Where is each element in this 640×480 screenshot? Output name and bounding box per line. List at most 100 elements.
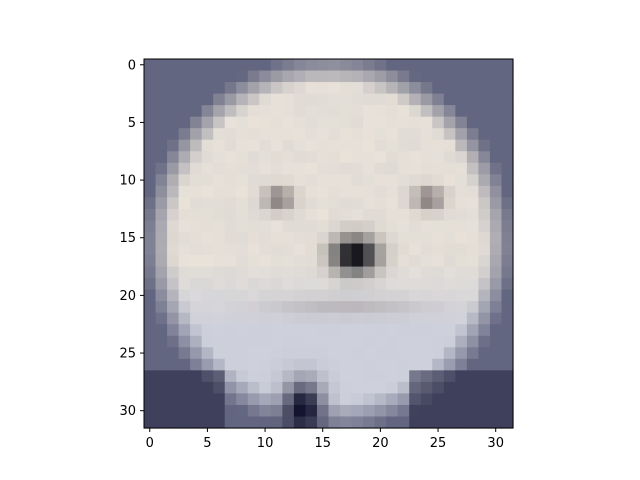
pixel <box>374 139 387 152</box>
pixel <box>282 358 295 371</box>
pixel <box>213 393 226 406</box>
pixel <box>340 301 353 314</box>
pixel <box>213 266 226 279</box>
pixel <box>259 358 272 371</box>
pixel <box>478 416 491 429</box>
pixel <box>316 231 330 245</box>
pixel <box>420 278 433 291</box>
x-tick-label: 0 <box>146 436 154 451</box>
pixel <box>236 116 249 129</box>
pixel <box>466 197 480 210</box>
pixel <box>167 197 180 210</box>
pixel <box>363 335 376 348</box>
pixel <box>409 82 422 95</box>
pixel <box>501 93 514 106</box>
pixel <box>455 243 468 256</box>
pixel <box>340 128 353 141</box>
pixel <box>293 208 307 222</box>
pixel <box>432 347 445 360</box>
pixel <box>167 335 180 348</box>
pixel <box>466 404 480 418</box>
pixel <box>466 93 480 106</box>
pixel <box>489 220 503 233</box>
pixel <box>501 335 514 348</box>
pixel <box>466 162 480 175</box>
pixel <box>178 289 191 302</box>
pixel <box>316 255 330 268</box>
pixel <box>259 243 272 256</box>
pixel <box>167 162 180 175</box>
pixel <box>178 370 191 383</box>
pixel <box>328 255 341 268</box>
pixel <box>466 381 480 395</box>
pixel <box>293 116 307 129</box>
pixel <box>236 208 249 222</box>
pixel <box>178 324 191 337</box>
pixel <box>224 243 237 256</box>
pixel <box>305 82 318 95</box>
pixel <box>282 151 295 164</box>
pixel <box>432 174 445 187</box>
pixel <box>178 82 191 95</box>
pixel <box>178 278 191 291</box>
pixel <box>420 139 433 152</box>
pixel <box>501 255 514 268</box>
pixel <box>201 116 214 129</box>
pixel <box>351 289 364 302</box>
pixel <box>409 358 422 371</box>
y-tick-label: 20 <box>119 289 136 304</box>
pixel <box>316 381 330 395</box>
pixel <box>201 128 214 141</box>
pixel <box>316 347 330 360</box>
pixel <box>340 278 353 291</box>
pixel <box>409 162 422 175</box>
pixel <box>432 416 445 429</box>
pixel <box>293 347 307 360</box>
pixel <box>259 370 272 383</box>
pixel <box>340 370 353 383</box>
pixel <box>478 139 491 152</box>
pixel <box>247 151 260 164</box>
pixel <box>224 393 237 406</box>
pixel <box>282 185 295 198</box>
pixel <box>328 278 341 291</box>
pixel <box>190 278 203 291</box>
pixel <box>190 59 203 72</box>
pixel <box>489 70 503 83</box>
pixel <box>374 185 387 198</box>
pixel <box>190 105 203 118</box>
pixel <box>316 312 330 325</box>
pixel <box>270 116 283 129</box>
pixel <box>409 208 422 222</box>
pixel <box>363 358 376 371</box>
pixel <box>466 231 480 245</box>
pixel <box>144 370 157 383</box>
pixel <box>316 59 330 72</box>
pixel <box>293 185 307 198</box>
pixel <box>351 335 364 348</box>
pixel <box>201 70 214 83</box>
pixel <box>374 197 387 210</box>
pixel <box>397 393 410 406</box>
pixel <box>432 128 445 141</box>
pixel <box>409 197 422 210</box>
y-axis: 0 5 10 15 20 25 30 <box>119 58 144 419</box>
pixel <box>489 416 503 429</box>
pixel <box>236 416 249 429</box>
pixel <box>409 185 422 198</box>
pixel <box>351 312 364 325</box>
pixel <box>236 266 249 279</box>
pixel <box>328 162 341 175</box>
pixel <box>144 347 157 360</box>
pixel <box>489 393 503 406</box>
pixel <box>259 174 272 187</box>
pixel <box>270 151 283 164</box>
pixel <box>282 347 295 360</box>
pixel <box>213 347 226 360</box>
pixel <box>224 82 237 95</box>
pixel <box>201 347 214 360</box>
pixel <box>305 116 318 129</box>
pixel <box>340 220 353 233</box>
pixel <box>397 312 410 325</box>
pixel <box>478 185 491 198</box>
